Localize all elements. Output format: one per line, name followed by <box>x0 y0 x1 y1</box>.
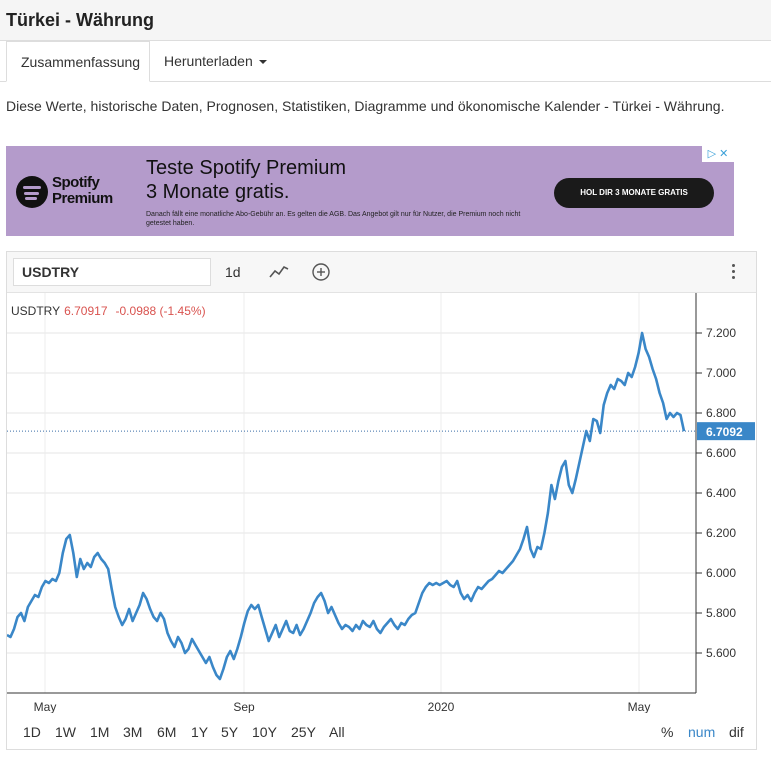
x-tick-label: May <box>34 700 57 713</box>
x-tick-label: Sep <box>233 700 255 713</box>
price-chart[interactable]: 7.200 7.000 6.800 6.600 6.400 6.200 6.000 5.800… <box>7 293 756 713</box>
page-header: Türkei - Währung <box>0 0 771 41</box>
spotify-icon <box>16 176 48 208</box>
tab-zusammenfassung[interactable]: Zusammenfassung <box>6 41 150 82</box>
chart-legend: USDTRY 6.70917 -0.0988 (-1.45%) <box>11 304 206 318</box>
add-circle-icon[interactable] <box>309 260 333 284</box>
spotify-logo: Spotify Premium <box>16 174 126 210</box>
range-3m-button[interactable]: 3M <box>123 724 143 740</box>
range-all-button[interactable]: All <box>329 724 345 740</box>
legend-value: 6.70917 <box>64 304 108 318</box>
y-tick-label: 5.800 <box>706 606 736 620</box>
chart-toolbar: 1d <box>7 252 756 293</box>
more-vertical-icon[interactable] <box>732 264 736 282</box>
range-1m-button[interactable]: 1M <box>90 724 110 740</box>
y-tick-label: 5.600 <box>706 646 736 660</box>
x-tick-label: 2020 <box>428 700 455 713</box>
adchoices-close-icon[interactable]: ▷ ✕ <box>702 146 734 162</box>
mode-percent-button[interactable]: % <box>661 724 674 740</box>
line-chart-icon[interactable] <box>267 260 291 284</box>
range-selector: 1D 1W 1M 3M 6M 1Y 5Y 10Y 25Y All % num d… <box>7 722 756 744</box>
range-1w-button[interactable]: 1W <box>55 724 76 740</box>
tab-label: Herunterladen <box>164 53 253 69</box>
ad-brand: Spotify Premium <box>52 174 113 207</box>
y-tick-label: 6.000 <box>706 566 736 580</box>
page-title: Türkei - Währung <box>6 10 154 30</box>
last-value-badge <box>697 422 755 441</box>
range-1d-button[interactable]: 1D <box>23 724 41 740</box>
mode-num-button[interactable]: num <box>688 724 716 740</box>
range-25y-button[interactable]: 25Y <box>291 724 316 740</box>
last-value-label: 6.7092 <box>706 425 743 439</box>
caret-down-icon <box>258 60 267 65</box>
legend-symbol: USDTRY <box>11 304 61 318</box>
tab-bar: Zusammenfassung Herunterladen <box>0 41 771 82</box>
tab-label: Zusammenfassung <box>21 54 141 70</box>
legend-change: -0.0988 (-1.45%) <box>115 304 206 318</box>
interval-button[interactable]: 1d <box>225 264 241 280</box>
y-tick-label: 6.200 <box>706 526 736 540</box>
ad-headline: Teste Spotify Premium 3 Monate gratis. <box>146 157 347 203</box>
chart-widget: 1d 7.200 7.000 6.800 6.600 6.400 6.200 6.000 5.… <box>6 251 757 750</box>
ad-banner[interactable]: Spotify Premium Teste Spotify Premium 3 Mo… <box>6 146 734 236</box>
range-5y-button[interactable]: 5Y <box>221 724 239 740</box>
y-tick-label: 6.800 <box>706 406 736 420</box>
y-tick-label: 6.600 <box>706 446 736 460</box>
y-tick-label: 6.400 <box>706 486 736 500</box>
series-line-usdtry <box>7 331 686 681</box>
ad-cta-button[interactable]: HOL DIR 3 MONATE GRATIS <box>554 178 714 208</box>
y-tick-label: 7.000 <box>706 366 736 380</box>
x-tick-label: May <box>628 700 651 713</box>
range-10y-button[interactable]: 10Y <box>252 724 277 740</box>
y-tick-label: 7.200 <box>706 326 736 340</box>
mode-dif-button[interactable]: dif <box>729 724 744 740</box>
page-description: Diese Werte, historische Daten, Prognose… <box>6 98 725 114</box>
symbol-input[interactable] <box>13 258 211 286</box>
ad-fineprint: Danach fällt eine monatliche Abo-Gebühr … <box>146 211 521 227</box>
tab-herunterladen[interactable]: Herunterladen <box>150 41 281 81</box>
range-1y-button[interactable]: 1Y <box>191 724 209 740</box>
range-6m-button[interactable]: 6M <box>157 724 177 740</box>
